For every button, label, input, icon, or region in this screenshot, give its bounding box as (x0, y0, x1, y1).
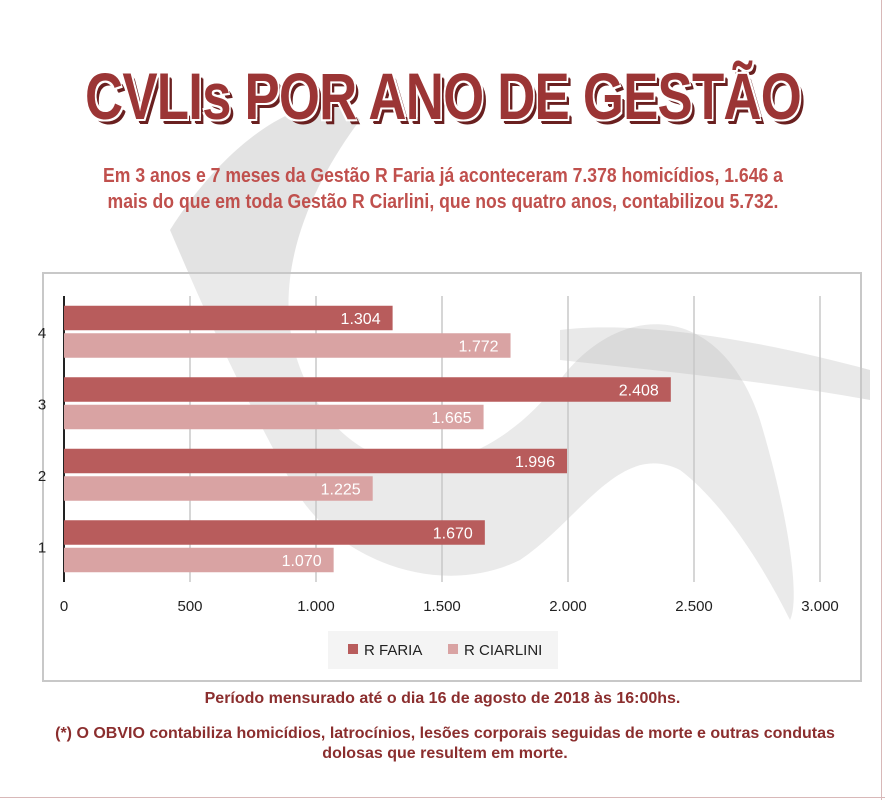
note-text: contabiliza homicídios, latrocínios, les… (144, 725, 835, 762)
bar-r-ciarlini (64, 333, 511, 358)
legend-swatch (448, 644, 458, 654)
x-tick-label: 3.000 (801, 598, 839, 615)
x-tick-label: 2.500 (675, 598, 713, 615)
methodology-note: (*) O OBVIO contabiliza homicídios, latr… (30, 724, 860, 764)
x-tick-label: 0 (60, 598, 68, 615)
data-label: 2.408 (619, 383, 659, 400)
bar-r-faria (64, 448, 567, 474)
bar-r-ciarlini (64, 547, 334, 573)
legend-label: R FARIA (364, 642, 422, 659)
y-tick-label: 3 (38, 396, 46, 413)
legend-label: R CIARLINI (464, 642, 542, 659)
legend-box (328, 631, 558, 669)
x-tick-label: 2.000 (549, 598, 587, 615)
data-label: 1.225 (321, 482, 361, 499)
bar-r-ciarlini (64, 404, 484, 430)
data-label: 1.070 (282, 553, 322, 570)
data-label: 1.772 (458, 339, 498, 356)
legend-swatch (348, 644, 358, 654)
note-prefix: (*) O OBVIO (55, 725, 145, 742)
bar-r-ciarlini (64, 476, 373, 501)
data-label: 1.665 (432, 410, 472, 427)
x-tick-label: 1.000 (297, 598, 335, 615)
x-tick-label: 500 (177, 598, 202, 615)
bar-r-faria (64, 305, 393, 331)
data-label: 1.304 (341, 311, 381, 328)
subtitle-line-1: Em 3 anos e 7 meses da Gestão R Faria já… (102, 165, 783, 187)
page-title: CVLIs POR ANO DE GESTÃO (84, 59, 801, 133)
bar-r-faria (64, 377, 671, 402)
y-tick-label: 2 (38, 468, 46, 485)
data-label: 1.670 (433, 526, 473, 543)
frame-border (881, 0, 882, 800)
data-label: 1.996 (515, 454, 555, 471)
y-tick-label: 4 (38, 325, 46, 342)
y-tick-label: 1 (38, 539, 46, 556)
subtitle-line-2: mais do que em toda Gestão R Ciarlini, q… (107, 191, 778, 213)
x-tick-label: 1.500 (423, 598, 461, 615)
bar-r-faria (64, 520, 485, 545)
frame-border-bottom (0, 797, 885, 798)
period-note: Período mensurado até o dia 16 de agosto… (204, 690, 681, 707)
